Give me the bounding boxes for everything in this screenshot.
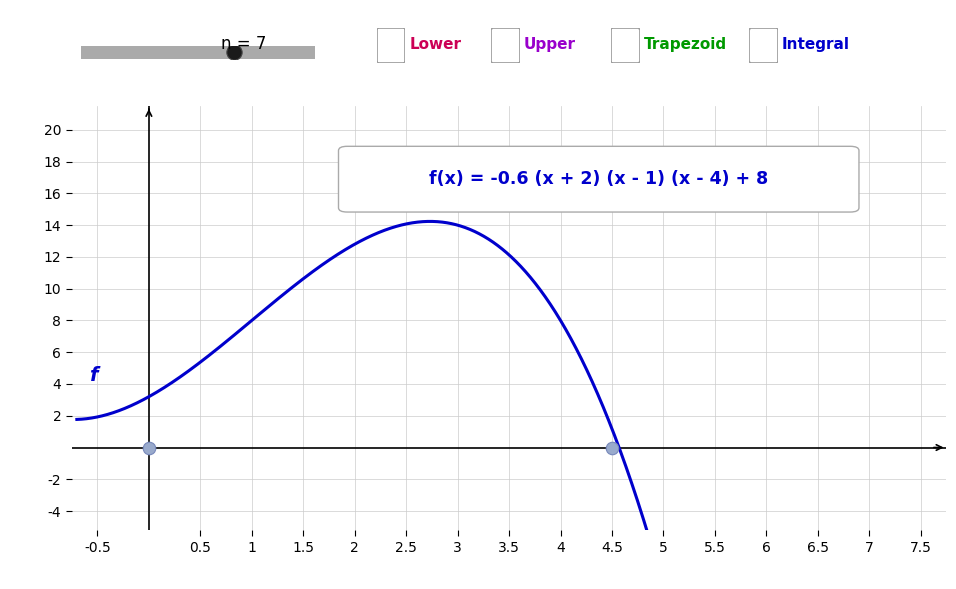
FancyBboxPatch shape — [338, 146, 858, 212]
Text: Trapezoid: Trapezoid — [643, 37, 727, 52]
Text: Integral: Integral — [782, 37, 850, 52]
Text: f: f — [89, 366, 98, 385]
FancyBboxPatch shape — [611, 28, 640, 64]
FancyBboxPatch shape — [72, 48, 325, 57]
Text: f(x) = -0.6 (x + 2) (x - 1) (x - 4) + 8: f(x) = -0.6 (x + 2) (x - 1) (x - 4) + 8 — [429, 170, 769, 188]
Text: Lower: Lower — [409, 37, 461, 52]
FancyBboxPatch shape — [377, 28, 405, 64]
FancyBboxPatch shape — [491, 28, 520, 64]
Text: n = 7: n = 7 — [221, 35, 267, 53]
Text: Upper: Upper — [524, 37, 576, 52]
FancyBboxPatch shape — [750, 28, 778, 64]
